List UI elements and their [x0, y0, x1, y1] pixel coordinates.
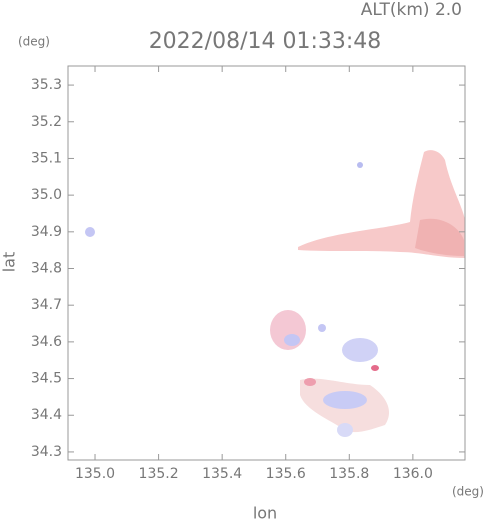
y-tick-label: 34.8 — [31, 261, 62, 277]
x-tick-label: 135.8 — [329, 466, 369, 482]
y-unit: (deg) — [18, 35, 50, 49]
chart-title: 2022/08/14 01:33:48 — [149, 29, 382, 54]
y-tick-label: 35.3 — [31, 77, 62, 93]
y-tick-label: 34.7 — [31, 297, 62, 313]
y-tick-label: 35.1 — [31, 150, 62, 166]
y-tick-label: 35.0 — [31, 187, 62, 203]
chart-subtitle: ALT(km) 2.0 — [361, 0, 462, 20]
x-tick-label: 136.0 — [393, 466, 433, 482]
y-tick-label: 35.2 — [31, 114, 62, 130]
y-tick-label: 34.3 — [31, 444, 62, 460]
y-tick-label: 34.6 — [31, 334, 62, 350]
x-tick-label: 135.0 — [75, 466, 115, 482]
y-tick-label: 34.4 — [31, 407, 62, 423]
x-tick-label: 135.4 — [202, 466, 242, 482]
y-tick-label: 34.5 — [31, 371, 62, 387]
x-axis-label: lon — [253, 504, 277, 521]
x-unit: (deg) — [452, 485, 484, 499]
y-tick-label: 34.9 — [31, 224, 62, 240]
plot-frame — [67, 65, 466, 461]
echo-field — [85, 150, 465, 437]
x-tick-label: 135.2 — [139, 466, 179, 482]
y-axis-label: lat — [0, 252, 19, 273]
x-tick-label: 135.6 — [266, 466, 306, 482]
